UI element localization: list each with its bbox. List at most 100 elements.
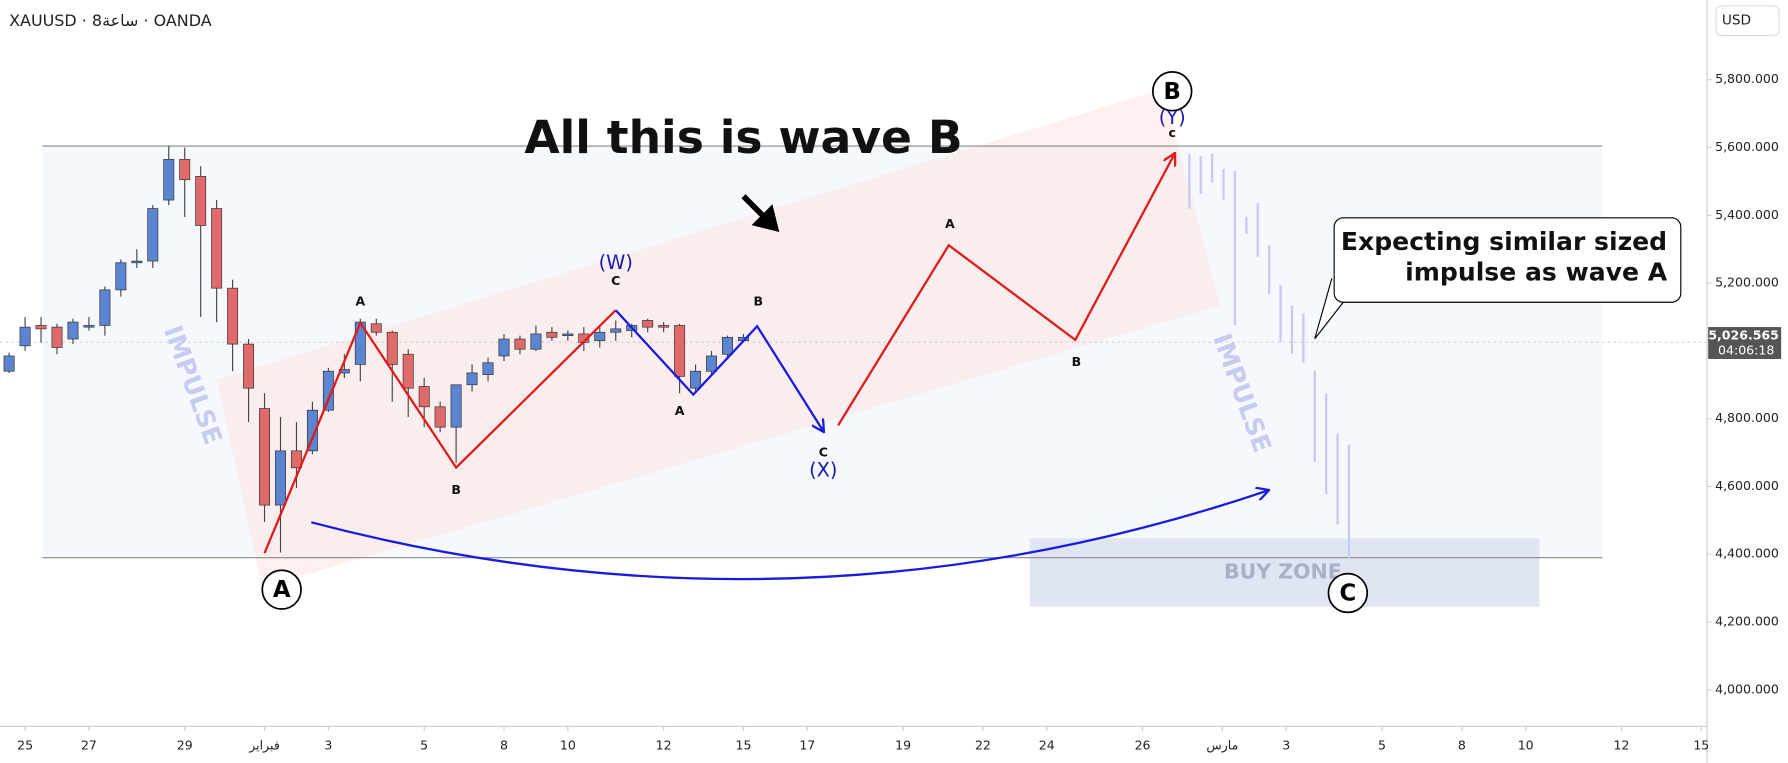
candle-body — [322, 370, 334, 411]
y-tick-label: 4,000.000 — [1715, 681, 1779, 696]
x-tick-label: 25 — [17, 737, 33, 752]
candle-body — [386, 331, 398, 365]
wave-label: B — [1164, 79, 1181, 105]
y-tick-label: 5,800.000 — [1715, 71, 1779, 86]
y-tick-label: 4,200.000 — [1715, 614, 1779, 629]
y-tick-label: 5,600.000 — [1715, 139, 1779, 154]
headline: All this is wave B — [524, 111, 962, 164]
candle-body — [290, 450, 302, 469]
pointer-arrow — [741, 194, 780, 233]
candle-body — [450, 384, 462, 428]
x-tick-label: 10 — [560, 737, 576, 752]
x-tick-label: 19 — [895, 737, 911, 752]
candle-body — [434, 406, 446, 428]
x-tick-label: 8 — [1458, 737, 1466, 752]
wave-line — [263, 309, 617, 554]
candle-body — [19, 326, 31, 347]
channel — [216, 89, 1221, 588]
x-tick-label: 15 — [735, 737, 751, 752]
wave-circle — [261, 569, 302, 610]
wave-label: A — [945, 216, 955, 231]
x-tick-label: 5 — [420, 737, 428, 752]
candle-body — [418, 386, 430, 408]
wave-label: (Y) — [1159, 106, 1186, 129]
wave-label: C — [819, 444, 828, 459]
price-tag-label: 5,026.565 — [1708, 328, 1779, 343]
candle-body — [370, 323, 382, 333]
wave-circle — [1327, 572, 1369, 614]
x-tick-label: مارس — [1206, 737, 1238, 753]
candle-body — [179, 159, 191, 181]
x-tick-label: 8 — [500, 737, 508, 752]
candle-body — [642, 320, 654, 328]
candle-body — [466, 372, 478, 386]
candle-body — [35, 325, 47, 330]
candle-body — [227, 287, 239, 345]
x-tick-label: 17 — [799, 737, 815, 752]
candle-body — [722, 336, 733, 355]
x-tick-label: 29 — [177, 737, 193, 752]
candle-body — [562, 333, 574, 336]
candle-body — [514, 338, 526, 350]
candle-body — [530, 333, 542, 350]
callout-text: impulse as wave A — [1405, 258, 1668, 287]
x-tick-label: 27 — [81, 737, 97, 752]
wave-label: B — [754, 294, 764, 309]
candle-body — [674, 325, 686, 377]
x-tick-label: 3 — [324, 737, 332, 752]
candle-body — [131, 260, 143, 264]
wave-label: c — [1169, 125, 1176, 140]
y-tick-label: 4,400.000 — [1715, 546, 1779, 561]
candle-body — [306, 409, 318, 452]
wave-label: C — [611, 273, 620, 288]
candle-body — [402, 353, 414, 389]
y-tick-label: 4,800.000 — [1715, 410, 1779, 425]
wave-line — [837, 154, 1174, 426]
candle-body — [482, 362, 494, 375]
x-tick-label: فبراير — [248, 737, 280, 753]
candle-body — [706, 355, 718, 372]
candle-body — [3, 355, 15, 372]
candle-body — [99, 289, 111, 326]
candle-body — [243, 343, 255, 389]
candle-body — [67, 321, 79, 340]
candle-body — [51, 326, 63, 348]
x-tick-label: 12 — [656, 737, 672, 752]
wave-label: A — [273, 577, 291, 603]
buy-zone — [1029, 538, 1540, 607]
symbol: XAUUSD · 8ساعة · OANDA — [9, 11, 212, 30]
candle-body — [195, 175, 207, 226]
callout-text: Expecting similar sized — [1341, 227, 1667, 256]
currency: USD — [1722, 13, 1751, 29]
y-tick-label: 5,400.000 — [1715, 207, 1779, 222]
wave-label: A — [675, 403, 685, 418]
wave-line — [614, 309, 824, 431]
price-tag — [1708, 327, 1782, 359]
wave-label: (W) — [599, 251, 633, 274]
candle-body — [658, 325, 670, 328]
candle-body — [690, 370, 702, 389]
candle-body — [498, 338, 510, 357]
candle-body — [211, 208, 223, 289]
wave-label: (X) — [809, 459, 837, 482]
x-tick-label: 3 — [1282, 737, 1290, 752]
wave-label: B — [451, 482, 461, 497]
x-tick-label: 5 — [1378, 737, 1386, 752]
candle-body — [546, 331, 558, 338]
countdown: 04:06:18 — [1718, 343, 1774, 358]
candle-body — [594, 331, 606, 342]
buy-zone-label: BUY ZONE — [1224, 560, 1342, 584]
callout-box — [1333, 217, 1682, 303]
currency-box — [1715, 5, 1780, 36]
candle-body — [163, 159, 175, 201]
x-tick-label: 22 — [975, 737, 991, 752]
x-tick-label: 12 — [1613, 737, 1629, 752]
candle-body — [115, 262, 127, 291]
candle-body — [610, 328, 622, 333]
x-tick-label: 26 — [1135, 737, 1151, 752]
candle-body — [259, 408, 271, 506]
wave-label: A — [355, 294, 365, 309]
candle-body — [147, 208, 159, 262]
x-tick-label: 24 — [1039, 737, 1055, 752]
